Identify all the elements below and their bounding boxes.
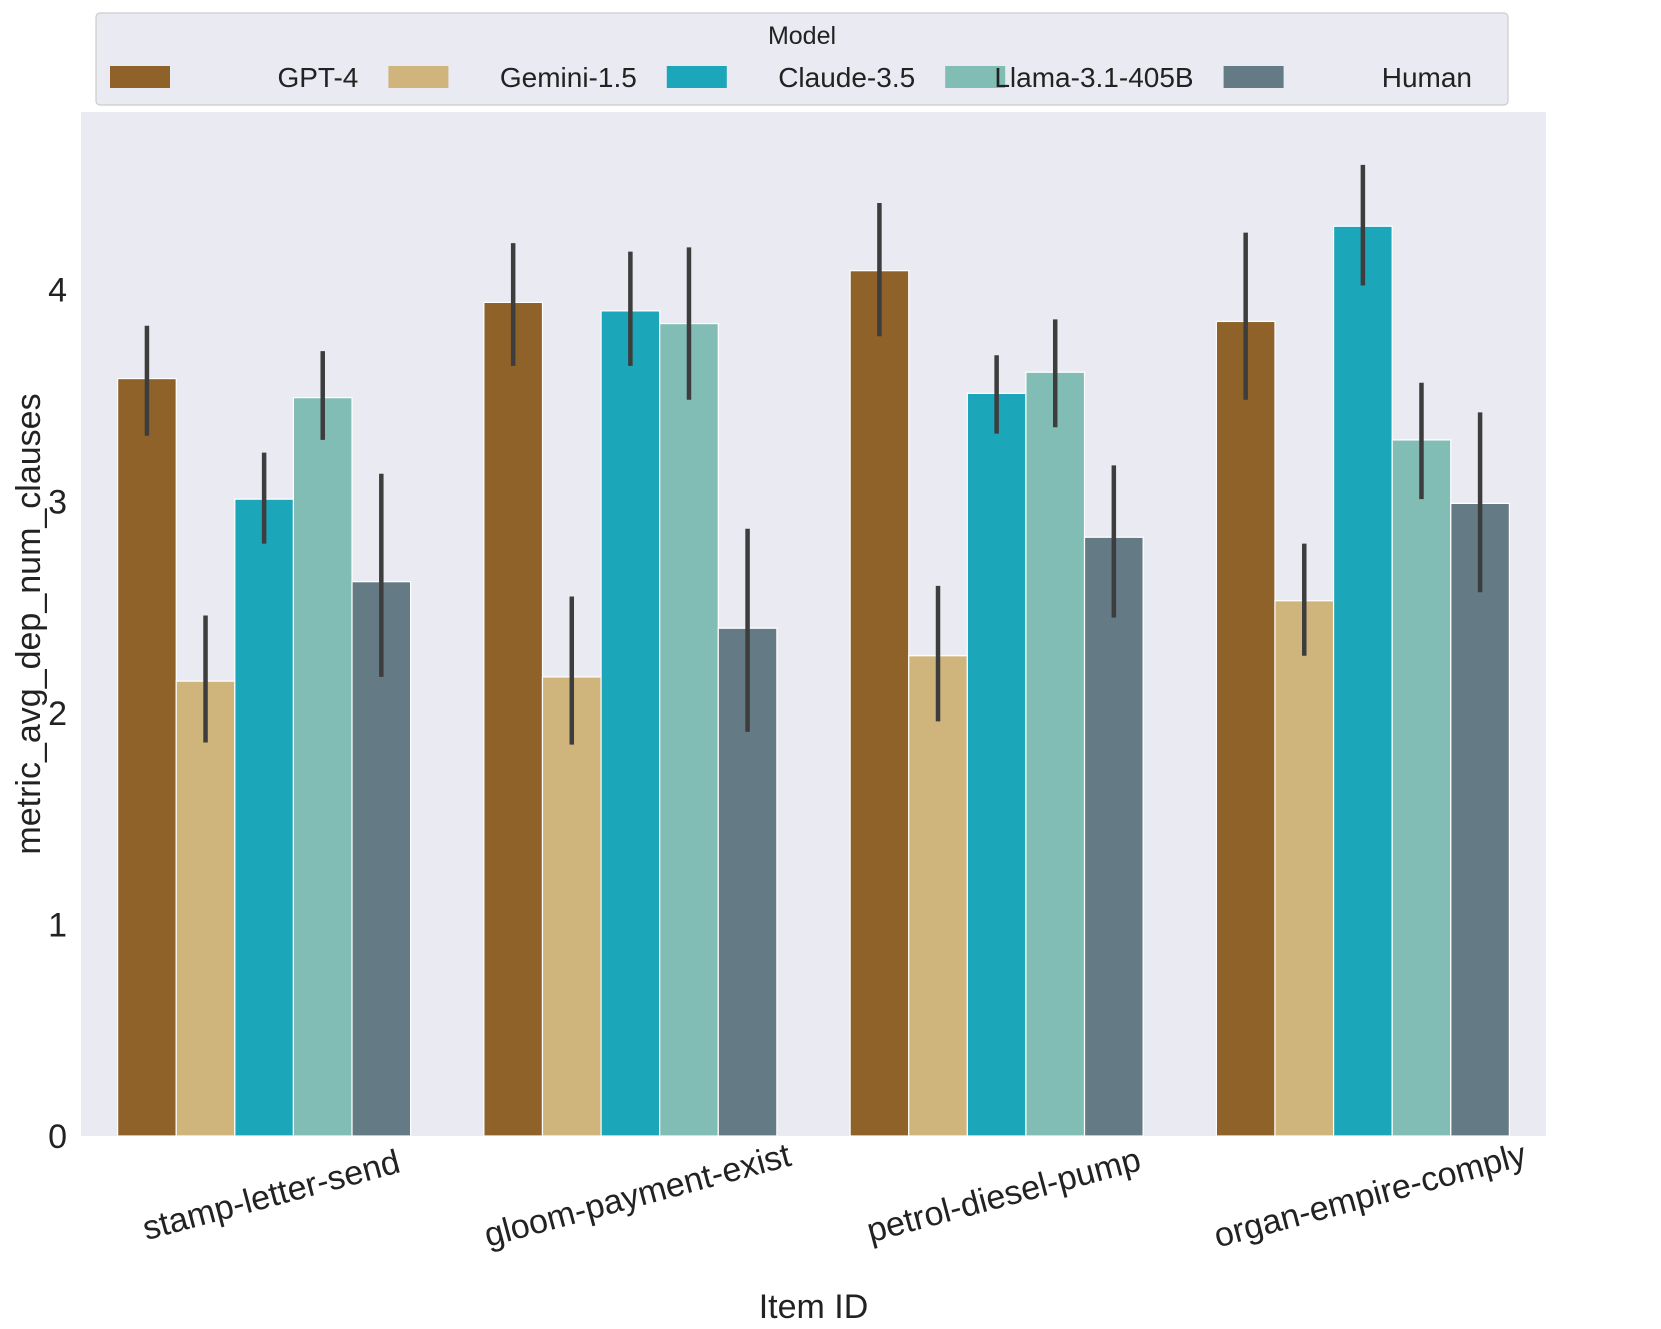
legend-label: Llama-3.1-405B <box>994 62 1193 93</box>
x-axis-label: Item ID <box>759 1288 869 1326</box>
legend-label: Human <box>1382 62 1472 93</box>
bar-llama-3-1-405b-petrol-diesel-pump <box>1025 371 1086 1137</box>
y-axis-label: metric_avg_dep_num_clauses <box>10 393 48 854</box>
y-tick-label: 0 <box>48 1118 67 1156</box>
bar-claude-3-5-stamp-letter-send <box>234 498 295 1137</box>
x-tick-label: gloom-payment-exist <box>480 1136 795 1255</box>
y-tick-label: 1 <box>48 906 67 944</box>
legend-swatch <box>945 66 1006 88</box>
bar-human-petrol-diesel-pump <box>1083 536 1144 1137</box>
x-tick-label: organ-empire-comply <box>1210 1135 1530 1255</box>
bar-llama-3-1-405b-stamp-letter-send <box>292 397 353 1137</box>
x-tick-label: stamp-letter-send <box>139 1143 404 1248</box>
y-tick-label: 3 <box>48 483 67 521</box>
bars-layer <box>117 225 1510 1137</box>
bar-llama-3-1-405b-organ-empire-comply <box>1391 439 1452 1137</box>
bar-claude-3-5-petrol-diesel-pump <box>966 392 1027 1137</box>
bar-claude-3-5-gloom-payment-exist <box>600 310 661 1137</box>
bar-gpt-4-gloom-payment-exist <box>483 301 544 1137</box>
legend-label: Claude-3.5 <box>778 62 915 93</box>
y-tick-label: 4 <box>48 272 67 310</box>
bar-gemini-1-5-organ-empire-comply <box>1274 600 1335 1137</box>
y-axis: 0 1 2 3 4 <box>48 272 67 1156</box>
y-tick-label: 2 <box>48 695 67 733</box>
legend-label: Gemini-1.5 <box>500 62 637 93</box>
legend-box <box>95 12 1509 106</box>
bar-gemini-1-5-petrol-diesel-pump <box>908 655 968 1137</box>
bar-gemini-1-5-gloom-payment-exist <box>541 676 602 1137</box>
legend-title: Model <box>768 22 836 50</box>
bar-gpt-4-petrol-diesel-pump <box>849 270 910 1137</box>
legend-swatch <box>388 66 449 88</box>
legend-label: GPT-4 <box>277 62 358 93</box>
legend-items: GPT-4 Gemini-1.5 Claude-3.5 Llama-3.1-405B H… <box>110 62 1472 93</box>
bar-claude-3-5-organ-empire-comply <box>1332 225 1393 1137</box>
legend-swatch <box>666 66 727 88</box>
legend-swatch <box>1223 66 1284 88</box>
x-axis: stamp-letter-send gloom-payment-exist petr… <box>139 1135 1530 1255</box>
bar-human-organ-empire-comply <box>1450 502 1510 1137</box>
bar-llama-3-1-405b-gloom-payment-exist <box>659 322 719 1137</box>
bar-gpt-4-organ-empire-comply <box>1215 320 1276 1137</box>
bar-gemini-1-5-stamp-letter-send <box>175 680 236 1137</box>
bar-gpt-4-stamp-letter-send <box>117 377 177 1137</box>
x-tick-label: petrol-diesel-pump <box>863 1141 1145 1251</box>
legend: Model GPT-4 Gemini-1.5 Claude-3.5 Llama-3.1… <box>95 12 1509 106</box>
legend-swatch <box>110 66 170 88</box>
error-bars-layer <box>144 164 1483 745</box>
